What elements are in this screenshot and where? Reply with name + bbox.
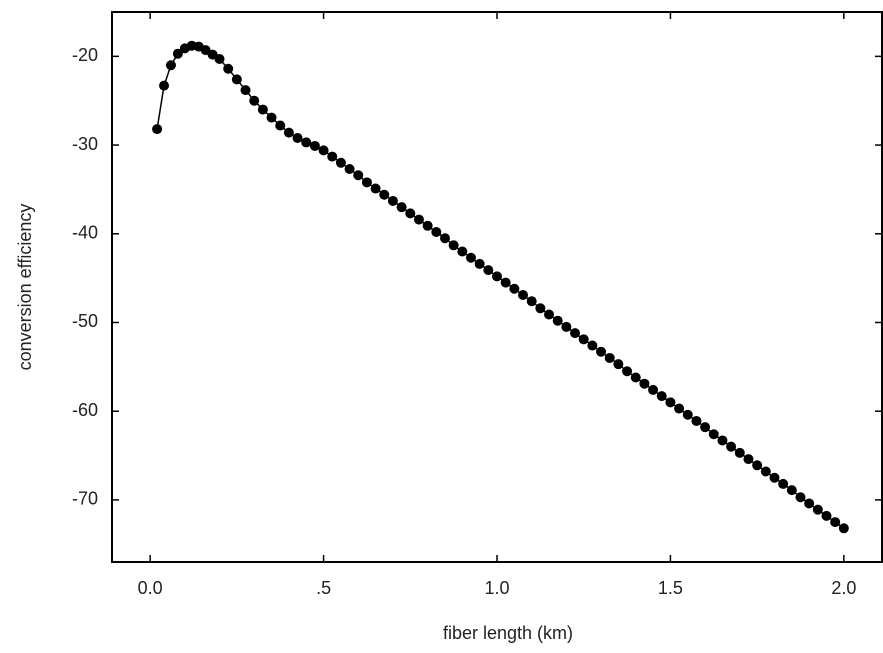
data-point [257,104,268,115]
data-point [743,454,754,465]
data-point [570,328,581,339]
data-point [734,447,745,458]
data-point [240,85,251,96]
data-point [674,403,685,414]
data-point [682,409,693,420]
data-point [396,202,407,213]
data-point [786,485,797,496]
data-point [561,321,572,332]
data-point [387,195,398,206]
x-tick-label: 1.5 [658,578,683,598]
data-point [700,422,711,433]
y-tick-label: -30 [72,134,98,154]
y-tick-label: -40 [72,223,98,243]
data-point [370,183,381,194]
y-tick-label: -70 [72,489,98,509]
data-point [665,397,676,408]
data-point [474,258,485,269]
data-point [344,164,355,175]
data-point [622,366,633,377]
data-point [413,214,424,225]
y-tick-label: -60 [72,400,98,420]
data-point [309,140,320,151]
data-point [439,233,450,244]
data-point [587,340,598,351]
data-point [431,227,442,237]
x-tick-label: 1.0 [484,578,509,598]
x-tick-label: 2.0 [831,578,856,598]
data-point [492,271,502,282]
data-point [152,124,163,135]
data-point [526,296,537,307]
data-point [327,151,338,162]
data-point [292,132,303,143]
y-tick-label: -20 [72,45,98,65]
data-point [778,478,789,489]
data-point [518,289,529,300]
data-point [165,60,176,71]
data-point [214,54,225,65]
data-point [544,309,555,320]
data-point [509,283,520,294]
data-point [159,80,170,91]
data-point [648,384,659,395]
data-point [613,359,624,370]
data-point [361,177,372,188]
data-point [769,472,780,483]
data-point [812,504,823,515]
data-point [249,95,260,106]
data-point [630,372,641,383]
data-point [708,429,719,440]
data-point [448,240,459,251]
data-point [301,137,312,148]
data-point [223,63,234,74]
x-axis-label: fiber length (km) [443,623,573,643]
x-tick-label: 0.0 [138,578,163,598]
data-point [283,127,294,138]
x-tick-label: .5 [316,578,331,598]
data-point [760,466,771,477]
data-point [535,303,546,314]
y-axis-label: conversion efficiency [15,204,35,371]
data-point [804,498,815,509]
data-point [422,220,433,231]
data-point [830,517,841,528]
data-point [231,74,242,85]
data-point [838,523,849,534]
data-point [483,265,494,276]
data-point [639,378,650,389]
data-point [318,145,329,156]
data-point [172,48,183,59]
data-point [465,252,476,263]
data-point [500,277,511,288]
data-point [578,334,589,345]
data-point [379,189,390,200]
plot-frame [111,11,883,563]
data-point [717,435,728,446]
data-point [656,391,667,402]
data-point [596,346,607,357]
data-point [752,460,763,471]
data-point [266,112,277,123]
data-point [335,157,346,168]
data-line [156,44,845,529]
data-point [353,170,364,181]
data-point [275,120,286,131]
data-point [795,492,806,503]
data-point [457,246,468,257]
data-point [726,441,737,452]
data-point [821,510,832,521]
data-point [604,352,615,363]
data-point [405,208,416,219]
data-point [552,315,563,326]
y-tick-label: -50 [72,311,98,331]
data-point [691,415,702,426]
